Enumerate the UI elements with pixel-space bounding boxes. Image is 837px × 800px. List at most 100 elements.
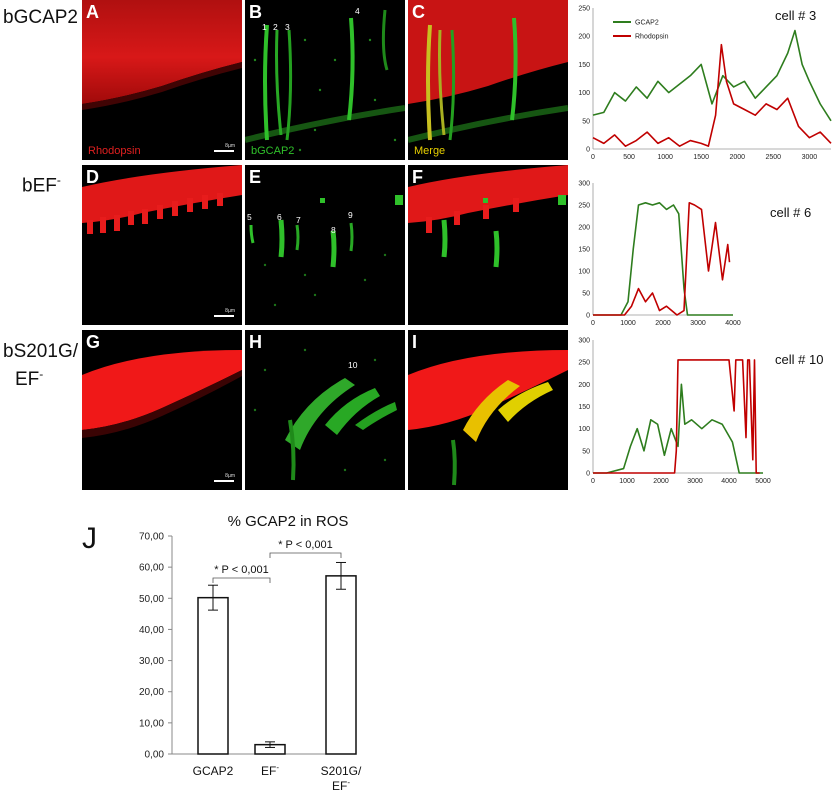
y-tick-label: 300 <box>578 181 590 188</box>
significance-label: * P < 0,001 <box>278 539 333 551</box>
significance-bracket <box>269 552 342 558</box>
y-tick-label: 50,00 <box>139 594 164 605</box>
scale-bar-label-d: 8µm <box>225 308 235 314</box>
y-tick-label: 300 <box>578 338 590 345</box>
panel-letter-b: B <box>249 2 262 22</box>
panel-g-image <box>82 350 242 438</box>
x-tick-label: 3000 <box>690 320 706 327</box>
panel-h-gcap2: H 10 <box>245 330 405 490</box>
y-tick-label: 100 <box>578 426 590 433</box>
significance-bracket <box>212 577 271 583</box>
x-tick-label: 2000 <box>653 478 669 485</box>
x-tick-label: 500 <box>623 154 635 161</box>
panel-f-image <box>408 165 568 268</box>
series-line <box>593 201 731 316</box>
y-tick-label: 100 <box>578 269 590 276</box>
legend-entry: Rhodopsin <box>635 34 669 41</box>
panel-letter-j: J <box>82 522 97 555</box>
panel-e-image <box>249 195 403 307</box>
series-line <box>593 383 763 474</box>
category-label: S201G/EF- <box>321 764 362 793</box>
x-tick-label: 1000 <box>620 320 636 327</box>
y-tick-label: 30,00 <box>139 656 164 667</box>
y-tick-label: 200 <box>578 382 590 389</box>
row-label-bef: bEF- <box>22 173 61 197</box>
scale-bar-g <box>214 480 234 482</box>
scale-bar-a <box>214 150 234 152</box>
cell-number-label: 6 <box>277 212 282 222</box>
panel-letter-d: D <box>86 167 99 187</box>
panel-c-caption: Merge <box>414 145 446 157</box>
panel-i-image <box>408 350 568 486</box>
panel-b-gcap2: B 1 2 3 4 bGCAP2 <box>245 0 405 160</box>
chart-title: % GCAP2 in ROS <box>228 513 349 530</box>
cell-number-label: 3 <box>285 22 290 32</box>
scale-bar-d <box>214 315 234 317</box>
panel-e-gcap2: E 5 6 7 8 9 <box>245 165 405 325</box>
series-line <box>592 43 832 147</box>
panel-b-caption: bGCAP2 <box>251 145 295 157</box>
cell-number-label: 4 <box>355 6 360 16</box>
y-tick-label: 200 <box>578 34 590 41</box>
y-tick-label: 250 <box>578 203 590 210</box>
y-tick-label: 0,00 <box>145 750 165 761</box>
chart-title-cell-3: cell # 3 <box>775 8 817 23</box>
panel-c-image <box>408 0 568 143</box>
y-tick-label: 70,00 <box>139 532 164 543</box>
y-tick-label: 10,00 <box>139 718 164 729</box>
x-tick-label: 4000 <box>725 320 741 327</box>
cell-number-label: 2 <box>273 22 278 32</box>
x-tick-label: 2000 <box>655 320 671 327</box>
panel-b-image <box>245 9 405 152</box>
row-label-bgcap2: bGCAP2 <box>3 7 78 28</box>
panel-g-rhodopsin: G 8µm <box>82 330 242 490</box>
panel-a-caption: Rhodopsin <box>88 145 141 157</box>
x-tick-label: 2500 <box>766 154 782 161</box>
scale-bar-label-a: 8µm <box>225 143 235 149</box>
series-line <box>593 201 733 316</box>
y-tick-label: 100 <box>578 90 590 97</box>
series-line <box>593 359 760 474</box>
cell-number-label: 7 <box>296 215 301 225</box>
y-tick-label: 200 <box>578 225 590 232</box>
y-tick-label: 150 <box>578 62 590 69</box>
panel-a-image <box>82 0 242 110</box>
panel-letter-c: C <box>412 2 425 22</box>
y-tick-label: 250 <box>578 6 590 13</box>
cell-number-label: 10 <box>348 360 358 370</box>
scale-bar-label-g: 8µm <box>225 473 235 479</box>
y-tick-label: 50 <box>582 291 590 298</box>
panel-letter-g: G <box>86 332 101 352</box>
panel-h-image <box>253 348 397 481</box>
panel-letter-i: I <box>412 332 418 352</box>
bar <box>325 575 357 755</box>
panel-letter-h: H <box>249 332 262 352</box>
x-tick-label: 5000 <box>755 478 771 485</box>
y-tick-label: 250 <box>578 360 590 367</box>
y-tick-label: 20,00 <box>139 687 164 698</box>
panel-a-rhodopsin: A Rhodopsin 8µm <box>82 0 242 160</box>
x-tick-label: 1500 <box>693 154 709 161</box>
x-tick-label: 3000 <box>687 478 703 485</box>
y-tick-label: 40,00 <box>139 625 164 636</box>
cell-number-label: 1 <box>262 22 267 32</box>
row-label-bs201g-ef: bS201G/ EF- <box>3 341 78 391</box>
y-tick-label: 50 <box>582 118 590 125</box>
bar <box>197 596 229 755</box>
x-tick-label: 0 <box>591 154 595 161</box>
panel-f-merge: F <box>408 165 568 325</box>
x-tick-label: 0 <box>591 320 595 327</box>
panel-d-image <box>82 165 242 234</box>
y-tick-label: 0 <box>586 147 590 154</box>
category-label: EF- <box>261 763 279 778</box>
series-line <box>592 29 832 122</box>
significance-label: * P < 0,001 <box>214 564 269 576</box>
x-tick-label: 0 <box>591 478 595 485</box>
y-tick-label: 0 <box>586 471 590 478</box>
panel-i-merge: I <box>408 330 568 490</box>
y-tick-label: 60,00 <box>139 563 164 574</box>
category-label: GCAP2 <box>193 764 234 778</box>
